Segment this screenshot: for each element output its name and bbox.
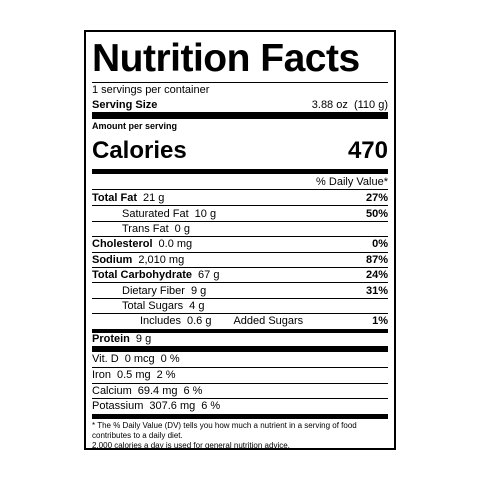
nutrient-row: Total Carbohydrate 67 g 24% bbox=[92, 266, 388, 282]
nutrient-row: Trans Fat 0 g bbox=[92, 220, 388, 236]
footnote: * The % Daily Value (DV) tells you how m… bbox=[92, 419, 388, 451]
nutrient-amount: 0 g bbox=[174, 222, 190, 235]
serving-size-label: Serving Size bbox=[92, 98, 158, 111]
thick-rule bbox=[92, 169, 388, 174]
vitamin-dv: 6 % bbox=[183, 384, 203, 397]
vitamin-dv: 6 % bbox=[201, 400, 221, 413]
vitamin-dv: 0 % bbox=[160, 353, 180, 366]
thick-rule bbox=[92, 413, 388, 419]
daily-value: 27% bbox=[365, 191, 388, 204]
nutrient-amount: 0.6 g bbox=[186, 315, 212, 328]
vitamin-row: Calcium 69.4 mg 6 % bbox=[92, 382, 388, 399]
vitamin-amount: 0 mcg bbox=[124, 353, 155, 366]
nutrient-name: Total Sugars bbox=[122, 299, 184, 312]
vitamin-row: Iron 0.5 mg 2 % bbox=[92, 367, 388, 383]
daily-value: 24% bbox=[365, 269, 388, 282]
vitamin-name: Iron bbox=[92, 369, 111, 382]
nutrient-name: Total Carbohydrate bbox=[92, 269, 193, 282]
nutrient-amount: 2,010 mg bbox=[138, 253, 185, 266]
calories-value: 470 bbox=[347, 137, 388, 164]
nutrient-extra: Added Sugars bbox=[233, 315, 304, 328]
nutrient-amount: 21 g bbox=[143, 191, 165, 204]
nutrient-row: Cholesterol 0.0 mg 0% bbox=[92, 236, 388, 251]
nutrition-label: Nutrition Facts 1 servings per container… bbox=[84, 30, 396, 450]
daily-value: 0% bbox=[372, 238, 388, 251]
nutrient-name: Cholesterol bbox=[92, 238, 153, 251]
nutrient-amount: 10 g bbox=[194, 207, 217, 220]
footnote-line: 2,000 calories a day is used for general… bbox=[92, 440, 290, 450]
nutrient-row: Total Sugars 4 g bbox=[92, 297, 388, 313]
vitamin-name: Potassium bbox=[92, 400, 144, 413]
vitamin-name: Calcium bbox=[92, 384, 132, 397]
nutrient-name: Dietary Fiber bbox=[122, 284, 185, 297]
daily-value: 50% bbox=[365, 207, 388, 220]
serving-size-row: Serving Size 3.88 oz (110 g) bbox=[92, 97, 388, 112]
footnote-line: * The % Daily Value (DV) tells you how m… bbox=[92, 420, 357, 440]
nutrient-name: Protein bbox=[92, 333, 130, 346]
nutrient-name: Includes bbox=[140, 315, 181, 328]
vitamin-amount: 69.4 mg bbox=[137, 384, 178, 397]
nutrient-row: Protein 9 g bbox=[92, 328, 388, 346]
daily-value: 31% bbox=[365, 284, 388, 297]
nutrient-name: Total Fat bbox=[92, 191, 138, 204]
vitamin-name: Vit. D bbox=[92, 353, 119, 366]
nutrient-row: Total Fat 21 g 27% bbox=[92, 190, 388, 205]
calories-label: Calories bbox=[92, 137, 187, 164]
vitamin-dv: 2 % bbox=[156, 369, 176, 382]
nutrient-amount: 4 g bbox=[189, 299, 205, 312]
daily-value: 1% bbox=[372, 315, 388, 328]
vitamin-rows: Vit. D 0 mcg 0 % Iron 0.5 mg 2 % Calcium 69.4 m… bbox=[92, 352, 388, 414]
thick-rule bbox=[92, 112, 388, 119]
title: Nutrition Facts bbox=[92, 32, 388, 83]
nutrient-amount: 67 g bbox=[198, 269, 220, 282]
nutrient-row: Dietary Fiber 9 g 31% bbox=[92, 282, 388, 297]
thick-rule bbox=[92, 345, 388, 352]
nutrient-name: Saturated Fat bbox=[122, 207, 189, 220]
amount-per-serving: Amount per serving bbox=[92, 121, 178, 131]
nutrient-name: Sodium bbox=[92, 253, 133, 266]
nutrient-amount: 9 g bbox=[190, 284, 207, 297]
nutrient-name: Trans Fat bbox=[122, 222, 169, 235]
vitamin-row: Potassium 307.6 mg 6 % bbox=[92, 398, 388, 414]
nutrient-amount: 0.0 mg bbox=[158, 238, 193, 251]
serving-size-value: 3.88 oz (110 g) bbox=[311, 98, 388, 111]
nutrient-rows: Total Fat 21 g 27% Saturated Fat 10 g 50% Tran… bbox=[92, 190, 388, 346]
nutrient-row: Sodium 2,010 mg 87% bbox=[92, 251, 388, 267]
calories-row: Calories 470 bbox=[92, 133, 388, 169]
vitamin-amount: 0.5 mg bbox=[116, 369, 151, 382]
dv-header: % Daily Value* bbox=[92, 174, 388, 190]
nutrient-row: Saturated Fat 10 g 50% bbox=[92, 205, 388, 220]
nutrient-amount: 9 g bbox=[135, 333, 152, 346]
servings: 1 servings per container bbox=[92, 84, 210, 96]
daily-value: 87% bbox=[365, 253, 388, 266]
nutrient-row: Includes 0.6 g Added Sugars 1% bbox=[92, 313, 388, 328]
vitamin-row: Vit. D 0 mcg 0 % bbox=[92, 352, 388, 368]
vitamin-amount: 307.6 mg bbox=[149, 400, 196, 413]
